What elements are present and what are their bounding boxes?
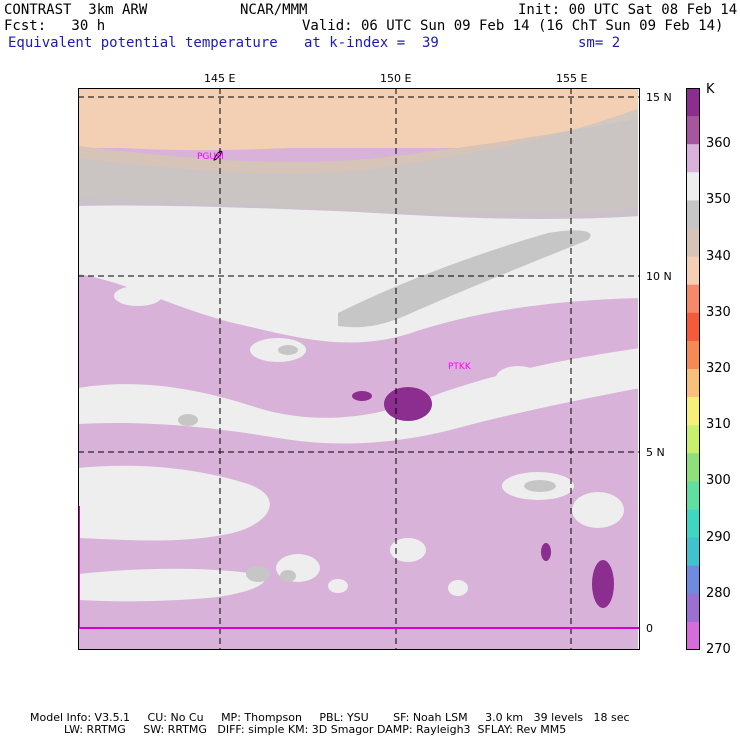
- band-340-edge: [78, 88, 640, 151]
- colorbar-cell: [686, 425, 700, 454]
- map-canvas: [78, 88, 640, 650]
- colorbar-cell: [686, 453, 700, 482]
- colorbar-label: 280: [706, 585, 731, 601]
- colorbar-cell: [686, 593, 700, 623]
- lat-label-15n: 15 N: [646, 91, 672, 104]
- colorbar-label: 270: [706, 642, 731, 657]
- white-region-sw: [78, 465, 270, 541]
- forecast-hour: Fcst: 30 h: [4, 18, 106, 34]
- lat-label-10n: 10 N: [646, 270, 672, 283]
- colorbar-cell: [686, 88, 700, 117]
- colorbar-cell: [686, 116, 700, 145]
- blob: [114, 286, 162, 306]
- high-theta-cell: [384, 387, 432, 421]
- lon-label-155: 155 E: [556, 72, 588, 85]
- smoothing-info: sm= 2: [578, 35, 621, 51]
- high-theta-cell: [592, 560, 614, 608]
- band-350: [78, 108, 640, 221]
- colorbar-label: 290: [706, 529, 731, 545]
- blob: [524, 480, 556, 492]
- colorbar-label: 300: [706, 473, 731, 489]
- colorbar-unit: K: [706, 82, 715, 97]
- colorbar-frame: [686, 88, 700, 650]
- colorbar-cell: [686, 481, 700, 510]
- blob: [178, 414, 198, 426]
- colorbar-cell: [686, 284, 700, 314]
- map-frame: [78, 88, 640, 650]
- colorbar-cell: [686, 565, 700, 595]
- lat-label-0: 0: [646, 622, 653, 635]
- colorbar-cell: [686, 312, 700, 342]
- level-info: at k-index = 39: [304, 35, 439, 51]
- band-355: [78, 205, 640, 343]
- blob: [328, 579, 348, 593]
- lon-label-145: 145 E: [204, 72, 236, 85]
- colorbar-label: 330: [706, 304, 731, 320]
- blob: [572, 492, 624, 528]
- blob: [564, 374, 592, 394]
- white-region-s: [78, 568, 265, 602]
- colorbar-cell: [686, 537, 700, 567]
- blob: [390, 538, 426, 562]
- station-ptkk: PTKK: [448, 362, 471, 372]
- colorbar: [686, 88, 700, 650]
- colorbar-cell: [686, 340, 700, 370]
- blob: [278, 345, 298, 355]
- model-name: CONTRAST 3km ARW: [4, 2, 148, 18]
- footer-line-2: LW: RRTMG SW: RRTMG DIFF: simple KM: 3D …: [64, 723, 567, 736]
- station-pgum: PGUM: [197, 152, 224, 162]
- guam-coastline: [213, 151, 223, 161]
- colorbar-cell: [686, 200, 700, 229]
- white-streak: [78, 348, 640, 444]
- colorbar-label: 310: [706, 417, 731, 433]
- high-theta-cell: [352, 391, 372, 401]
- blob: [448, 580, 468, 596]
- valid-time: Valid: 06 UTC Sun 09 Feb 14 (16 ChT Sun …: [302, 18, 724, 34]
- gray-streak: [338, 230, 591, 328]
- colorbar-label: 350: [706, 192, 731, 208]
- colorbar-cell: [686, 369, 700, 398]
- colorbar-cell: [686, 256, 700, 286]
- high-theta-cell: [541, 543, 551, 561]
- colorbar-cell: [686, 172, 700, 201]
- field-title: Equivalent potential temperature: [8, 35, 278, 51]
- init-time: Init: 00 UTC Sat 08 Feb 14: [518, 2, 738, 18]
- colorbar-label: 340: [706, 248, 731, 264]
- colorbar-cell: [686, 228, 700, 258]
- center-name: NCAR/MMM: [240, 2, 308, 18]
- colorbar-cell: [686, 397, 700, 426]
- blob: [280, 570, 296, 582]
- footer-line-1: Model Info: V3.5.1 CU: No Cu MP: Thompso…: [30, 711, 630, 724]
- colorbar-cell: [686, 509, 700, 539]
- lat-label-5n: 5 N: [646, 446, 665, 459]
- graticule: [78, 88, 640, 650]
- blob: [246, 566, 270, 582]
- lon-label-150: 150 E: [380, 72, 412, 85]
- colorbar-cell: [686, 144, 700, 173]
- colorbar-cell: [686, 621, 700, 650]
- colorbar-label: 320: [706, 361, 731, 376]
- blob: [496, 366, 540, 390]
- colorbar-label: 360: [706, 136, 731, 152]
